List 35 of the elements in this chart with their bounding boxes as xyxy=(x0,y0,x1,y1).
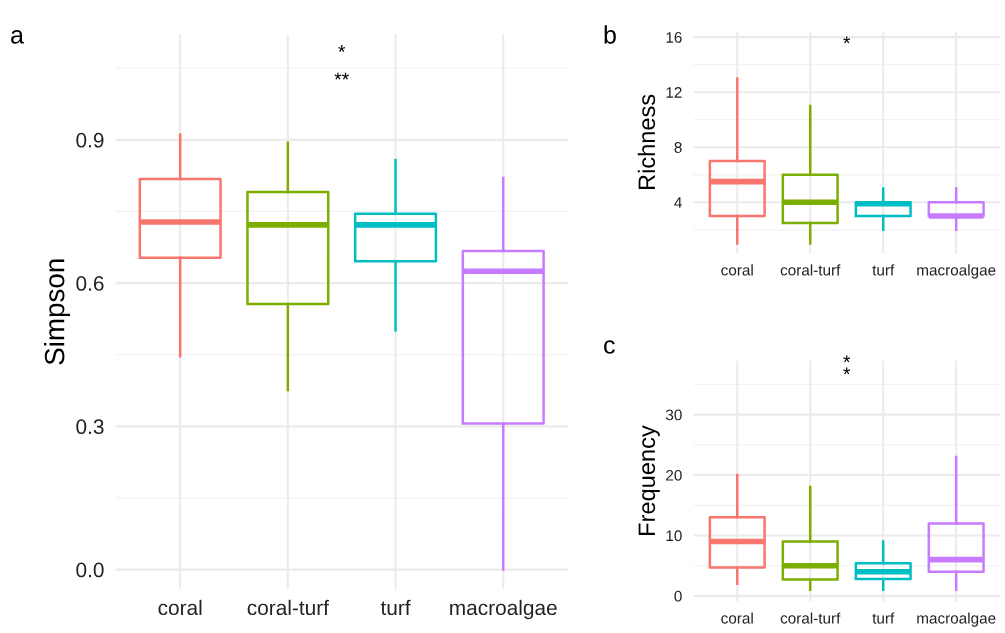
annotation: * xyxy=(843,367,851,375)
x-tick-label: coral-turf xyxy=(780,264,841,276)
y-axis-title: Simpson xyxy=(44,259,70,365)
y-tick-label: 30 xyxy=(665,409,682,421)
x-tick-label: coral xyxy=(158,599,202,616)
y-tick-label: 20 xyxy=(666,469,682,481)
x-tick-label: turf xyxy=(872,264,895,276)
y-axis-title: Frequency xyxy=(638,425,660,535)
y-tick-label: 4 xyxy=(674,197,682,208)
x-tick-label: macroalgae xyxy=(917,612,996,627)
x-tick-label: coral xyxy=(721,264,753,276)
y-tick-label: 16 xyxy=(666,32,682,43)
y-tick-label: 0 xyxy=(674,590,682,602)
x-tick-label: macroalgae xyxy=(917,264,996,279)
y-tick-label: 0.3 xyxy=(76,419,104,435)
x-tick-label: coral xyxy=(721,612,753,624)
y-tick-label: 0.6 xyxy=(76,276,104,291)
x-tick-label: turf xyxy=(380,599,411,616)
annotation: * xyxy=(338,45,346,52)
x-tick-label: coral-turf xyxy=(780,612,841,624)
x-tick-label: coral-turf xyxy=(247,599,329,616)
annotation: * xyxy=(843,355,851,363)
y-tick-label: 0.9 xyxy=(76,132,104,148)
annotation: ** xyxy=(334,72,349,80)
y-tick-label: 10 xyxy=(666,530,682,542)
y-axis-title: Richness xyxy=(637,94,656,190)
annotation: * xyxy=(843,36,851,44)
y-tick-label: 12 xyxy=(666,87,682,98)
y-tick-label: 8 xyxy=(674,142,682,153)
chart-title: b xyxy=(604,25,616,44)
chart-title: a xyxy=(11,29,24,44)
x-tick-label: turf xyxy=(872,612,895,624)
x-tick-label: macroalgae xyxy=(450,599,557,620)
y-tick-label: 0.0 xyxy=(76,562,104,578)
chart-title: c xyxy=(604,340,615,354)
